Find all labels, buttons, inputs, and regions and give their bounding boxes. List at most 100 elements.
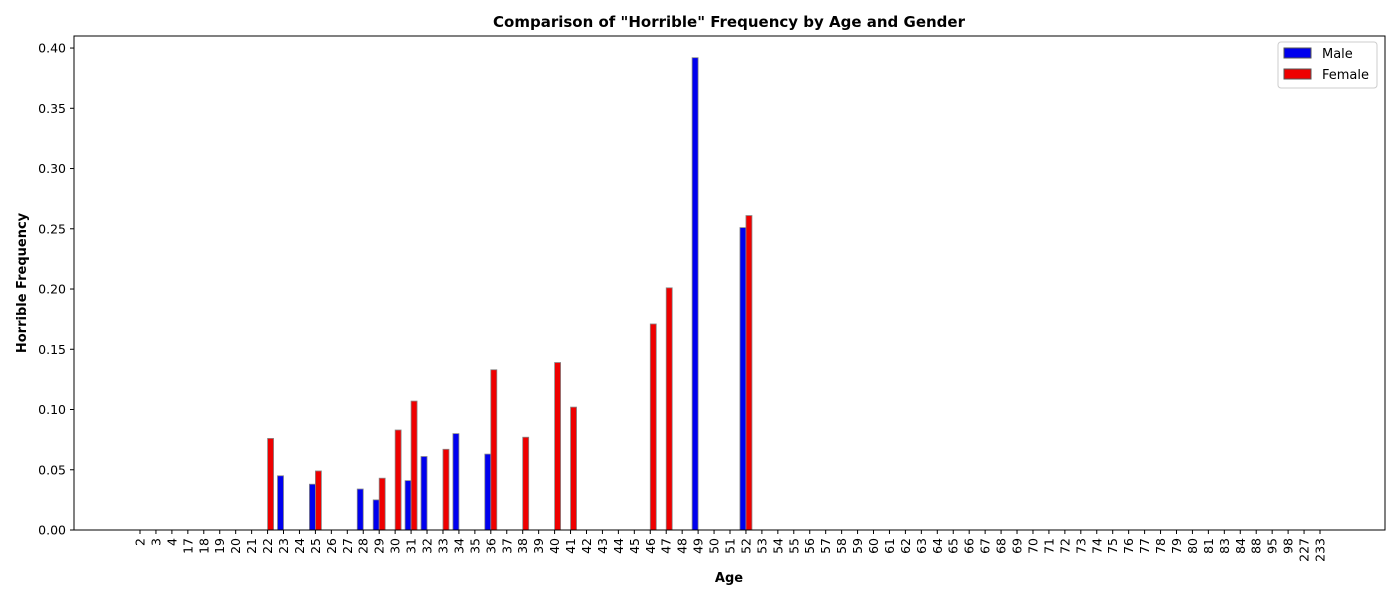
x-tick-label: 47: [659, 538, 674, 554]
x-tick-label: 59: [850, 538, 865, 554]
bar-female-41: [570, 406, 577, 531]
legend-swatch-female: [1283, 68, 1312, 80]
x-tick-label: 55: [786, 538, 801, 554]
x-tick-label: 52: [738, 538, 753, 554]
x-tick-label: 65: [946, 538, 961, 554]
y-tick-label: 0.20: [38, 282, 66, 297]
x-tick-label: 42: [579, 538, 594, 554]
bar-female-46: [649, 323, 657, 531]
bar-female-29: [378, 477, 386, 531]
x-tick-label: 2: [133, 538, 148, 546]
x-tick-label: 49: [691, 538, 706, 554]
x-tick-label: 233: [1313, 538, 1328, 562]
x-tick-label: 38: [515, 538, 530, 554]
y-tick-label: 0.15: [38, 342, 66, 357]
x-tick-label: 30: [388, 538, 403, 554]
bar-female-30: [394, 429, 402, 531]
x-tick-label: 4: [164, 538, 179, 546]
x-tick-label: 3: [148, 538, 163, 546]
y-tick-label: 0.40: [38, 41, 66, 56]
x-tick-label: 57: [818, 538, 833, 554]
chart-title: Comparison of "Horrible" Frequency by Ag…: [493, 13, 966, 31]
y-tick-label: 0.00: [38, 523, 66, 538]
y-tick-label: 0.05: [38, 462, 66, 477]
bar-female-31: [410, 400, 418, 531]
legend-label-male: Male: [1322, 47, 1353, 62]
x-tick-label: 34: [451, 538, 466, 554]
x-tick-label: 45: [627, 538, 642, 554]
x-tick-label: 25: [308, 538, 323, 554]
x-tick-label: 64: [930, 538, 945, 554]
bar-male-31: [404, 480, 412, 531]
x-tick-label: 88: [1249, 538, 1264, 554]
bar-female-40: [554, 362, 561, 531]
bar-female-38: [522, 436, 530, 531]
x-tick-label: 61: [882, 538, 897, 554]
x-axis-label: Age: [715, 571, 743, 586]
x-tick-label: 39: [531, 538, 546, 554]
x-tick-label: 74: [1089, 538, 1104, 554]
bar-male-49: [691, 57, 699, 531]
x-tick-label: 43: [595, 538, 610, 554]
x-tick-label: 32: [420, 538, 435, 554]
x-tick-label: 50: [707, 538, 722, 554]
x-tick-label: 80: [1185, 538, 1200, 554]
x-tick-label: 227: [1297, 538, 1312, 562]
bar-male-36: [484, 453, 492, 531]
x-tick-label: 28: [356, 538, 371, 554]
x-tick-label: 35: [467, 538, 482, 554]
x-tick-label: 56: [802, 538, 817, 554]
legend-swatch-male: [1283, 47, 1312, 59]
bar-male-52: [739, 227, 747, 531]
x-tick-label: 83: [1217, 538, 1232, 554]
x-tick-label: 63: [914, 538, 929, 554]
bar-male-29: [372, 499, 380, 531]
x-tick-label: 53: [754, 538, 769, 554]
x-tick-label: 31: [404, 538, 419, 554]
x-tick-label: 68: [994, 538, 1009, 554]
x-tick-label: 27: [340, 538, 355, 554]
y-tick-label: 0.30: [38, 161, 66, 176]
bar-female-25: [315, 470, 322, 531]
x-tick-label: 20: [228, 538, 243, 554]
x-tick-label: 78: [1153, 538, 1168, 554]
x-tick-label: 17: [180, 538, 195, 554]
x-tick-label: 22: [260, 538, 275, 554]
x-tick-label: 76: [1121, 538, 1136, 554]
x-tick-label: 24: [292, 538, 307, 554]
x-tick-label: 70: [1025, 538, 1040, 554]
x-tick-label: 71: [1041, 538, 1056, 554]
x-tick-label: 36: [483, 538, 498, 554]
x-tick-label: 84: [1233, 538, 1248, 554]
bar-female-33: [442, 448, 450, 531]
x-tick-label: 26: [324, 538, 339, 554]
x-tick-label: 46: [643, 538, 658, 554]
y-tick-label: 0.35: [38, 101, 66, 116]
legend-label-female: Female: [1322, 68, 1369, 83]
x-tick-label: 54: [770, 538, 785, 554]
x-tick-label: 29: [372, 538, 387, 554]
bar-male-23: [277, 475, 284, 531]
x-tick-label: 72: [1057, 538, 1072, 554]
y-tick-label: 0.10: [38, 402, 66, 417]
x-tick-label: 58: [834, 538, 849, 554]
y-axis: 0.00 0.05 0.10 0.15 0.20 0.25 0.30 0.35 0.40: [38, 41, 74, 538]
x-tick-label: 21: [244, 538, 259, 554]
x-tick-label: 81: [1201, 538, 1216, 554]
x-tick-label: 33: [435, 538, 450, 554]
bar-female-52: [745, 215, 753, 531]
x-tick-label: 98: [1281, 538, 1296, 554]
x-tick-label: 66: [962, 538, 977, 554]
x-tick-label: 41: [563, 538, 578, 554]
x-tick-label: 69: [1010, 538, 1025, 554]
x-tick-label: 40: [547, 538, 562, 554]
x-tick-label: 77: [1137, 538, 1152, 554]
x-tick-label: 79: [1169, 538, 1184, 554]
x-axis: 2 3 4 17 18 19 20 21 22 23 24 25 26 27 28 29 30 31 32 33 34 3…: [133, 530, 1328, 562]
x-tick-label: 67: [978, 538, 993, 554]
x-tick-label: 95: [1265, 538, 1280, 554]
x-tick-label: 37: [499, 538, 514, 554]
bar-female-47: [665, 287, 673, 531]
bar-male-28: [356, 488, 364, 531]
